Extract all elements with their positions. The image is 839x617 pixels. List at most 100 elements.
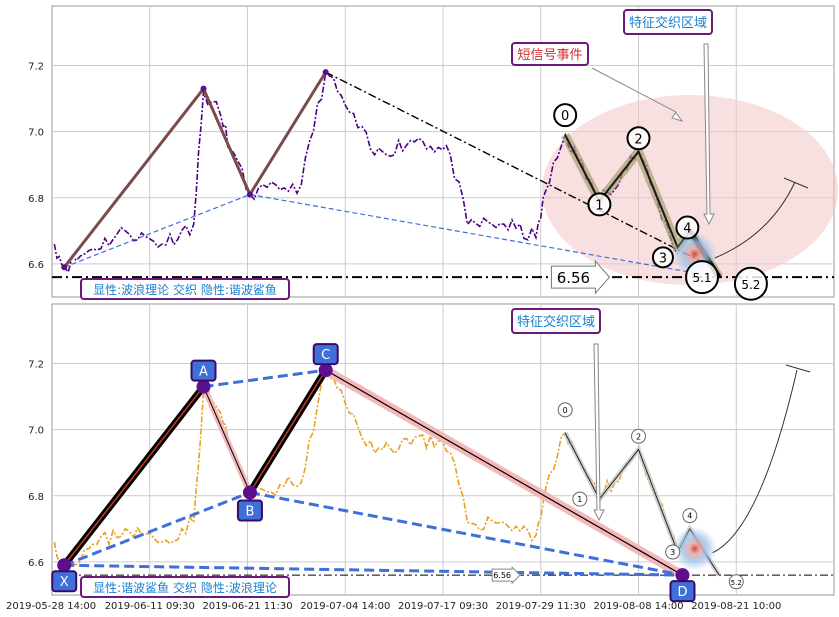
threshold-label: 6.56 — [557, 269, 590, 287]
wave-label-circle — [651, 246, 674, 269]
top-short-signal-annotation: 短信号事件 — [511, 42, 589, 66]
top-feature-zone-annotation: 特征交织区域 — [623, 9, 713, 35]
threshold-callout — [491, 565, 521, 585]
xabcd-label: B — [245, 504, 254, 519]
x-tick-labels: 2019-05-28 14:00 2019-06-11 09:30 2019-06-… — [6, 601, 781, 612]
wave-label: 5.2 — [731, 579, 742, 587]
wave-label-circle — [572, 491, 588, 507]
bottom-grid — [52, 304, 834, 595]
wave-label-circle — [682, 508, 698, 524]
wave-label-circle — [626, 126, 651, 151]
trend-line — [325, 71, 700, 262]
x-tick-label: 2019-07-29 11:30 — [496, 601, 586, 612]
y-tick-label: 7.0 — [28, 128, 44, 139]
top-overlay: 0 1 2 3 4 5.1 5.2 6.56 — [52, 43, 834, 301]
x-tick-label: 2019-08-08 14:00 — [593, 601, 683, 612]
wave-label: 0 — [563, 406, 568, 415]
wave-label: 3 — [670, 548, 675, 557]
wave-label: 3 — [659, 251, 667, 266]
xabcd-label-box — [312, 343, 339, 366]
wave-label-circle — [587, 192, 612, 217]
xabcd-label-box — [236, 499, 263, 522]
bottom-legend-label: 显性:谐波鲨鱼 交织 隐性:波浪理论 — [93, 580, 277, 595]
wave-label: 5.1 — [692, 271, 711, 285]
harmonic-connector — [203, 368, 326, 389]
x-tick-label: 2019-06-21 11:30 — [202, 601, 292, 612]
projection-arc — [712, 369, 798, 554]
wave-label: 4 — [687, 512, 692, 521]
ab-leg — [203, 386, 251, 493]
bottom-overlay: X A B C D 0 1 2 3 4 5.2 6.56 — [51, 343, 834, 603]
target-zone — [672, 526, 717, 571]
pivot-dot — [61, 264, 68, 271]
feature-zone-arrow — [593, 343, 605, 522]
y-tick-label: 7.0 — [28, 426, 44, 437]
y-tick-label: 6.8 — [28, 194, 44, 205]
helper-line — [63, 193, 251, 268]
top-y-ticks: 6.6 6.8 7.0 7.2 — [28, 62, 44, 271]
y-tick-label: 7.2 — [28, 360, 44, 371]
wave-label: 1 — [577, 495, 582, 504]
pivot-dot — [322, 69, 329, 76]
wave-label-circle — [557, 402, 573, 418]
harmonic-connector — [63, 491, 251, 567]
xabcd-label-box — [51, 570, 78, 593]
wave-label-circle — [675, 215, 700, 240]
x-tick-label: 2019-07-17 09:30 — [398, 601, 488, 612]
helper-line — [249, 193, 700, 275]
xabcd-point — [242, 485, 257, 500]
x-tick-label: 2019-06-11 09:30 — [105, 601, 195, 612]
y-tick-label: 6.6 — [28, 260, 44, 271]
feature-zone-arrow — [703, 43, 715, 226]
wave-label-circle — [685, 260, 720, 295]
impulse-core — [63, 386, 205, 566]
top-legend-annotation: 显性:波浪理论 交织 隐性:谐波鲨鱼 — [80, 278, 290, 300]
wave-label-circle — [733, 266, 768, 301]
cd-leg — [325, 369, 683, 576]
harmonic-leg — [248, 71, 327, 196]
wave-label: 2 — [634, 132, 642, 147]
top-feature-zone-label: 特征交织区域 — [629, 15, 707, 31]
wave-label-circle — [553, 103, 578, 128]
xabcd-point — [57, 558, 72, 573]
bottom-feature-zone-annotation: 特征交织区域 — [511, 308, 601, 334]
wave-label-circle — [631, 428, 646, 444]
y-tick-label: 6.8 — [28, 492, 44, 503]
wave-label: 1 — [595, 198, 603, 213]
x-tick-label: 2019-08-21 10:00 — [691, 601, 781, 612]
short-signal-arrow — [591, 67, 684, 122]
harmonic-connector — [64, 563, 683, 577]
xabcd-label: C — [321, 348, 330, 363]
xabcd-label-box — [190, 359, 217, 382]
y-tick-label: 6.6 — [28, 558, 44, 569]
projection-cap — [785, 364, 811, 373]
bottom-y-ticks: 6.6 6.8 7.0 7.2 — [28, 360, 44, 569]
bottom-legend-annotation: 显性:谐波鲨鱼 交织 隐性:波浪理论 — [80, 576, 290, 598]
xabcd-point — [318, 363, 333, 378]
harmonic-leg — [63, 87, 205, 269]
wave-label: 0 — [561, 109, 569, 124]
wave-label: 4 — [683, 222, 691, 237]
pivot-dot — [246, 191, 253, 198]
y-tick-label: 7.2 — [28, 62, 44, 73]
xabcd-point — [196, 379, 211, 394]
wave-label-circle — [665, 544, 681, 560]
xabcd-point — [675, 568, 690, 583]
threshold-callout — [550, 259, 611, 295]
wave-label: 5.2 — [741, 278, 760, 292]
x-tick-label: 2019-05-28 14:00 — [6, 601, 96, 612]
top-legend-label: 显性:波浪理论 交织 隐性:谐波鲨鱼 — [93, 282, 277, 297]
top-short-signal-label: 短信号事件 — [517, 48, 582, 63]
threshold-label: 6.56 — [493, 571, 511, 580]
xabcd-label: X — [60, 575, 69, 590]
pivot-dot — [200, 85, 207, 92]
bottom-feature-zone-label: 特征交织区域 — [517, 314, 595, 330]
impulse-core — [249, 369, 327, 493]
projection-cap — [783, 177, 809, 189]
xabcd-label-box — [669, 580, 696, 603]
xabcd-label: A — [199, 365, 208, 380]
wave-label-circle — [728, 574, 744, 590]
xabcd-label: D — [677, 585, 687, 600]
harmonic-connector — [249, 491, 683, 577]
